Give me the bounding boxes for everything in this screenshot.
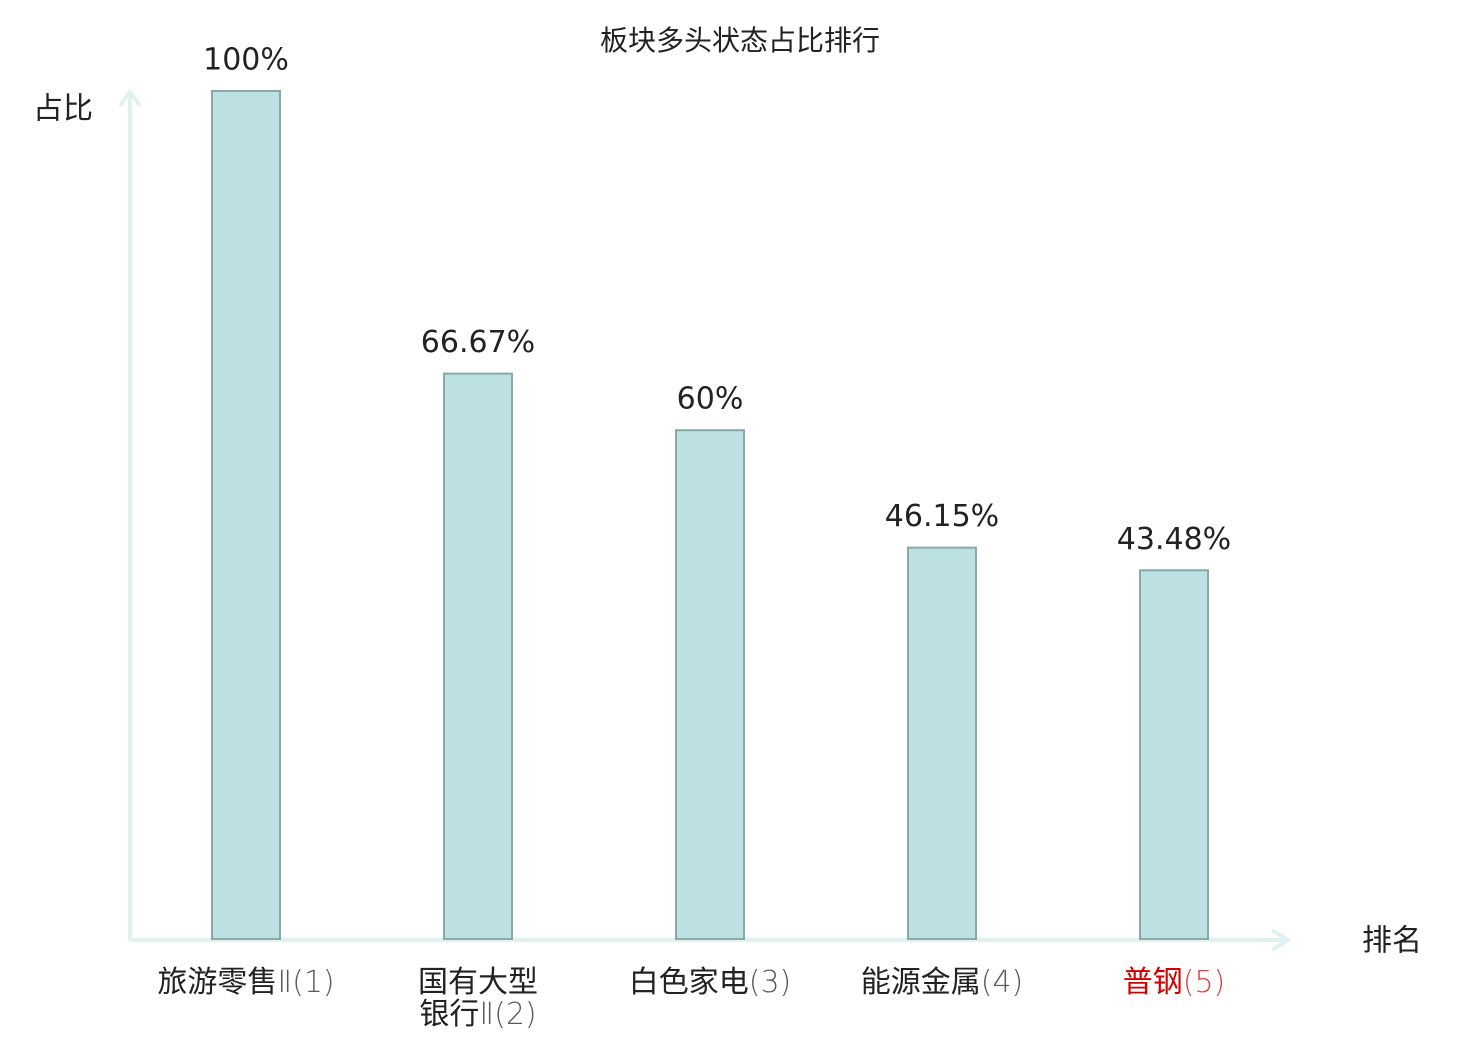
value-label: 60%	[677, 382, 744, 417]
bar	[907, 546, 977, 940]
x-tick-label: 国有大型银行Ⅱ(2)	[418, 965, 538, 1032]
value-label: 46.15%	[885, 499, 999, 534]
bar	[211, 90, 281, 940]
chart-title: 板块多头状态占比排行	[600, 24, 880, 57]
x-tick-label: 旅游零售Ⅱ(1)	[157, 965, 334, 1000]
y-axis-label: 占比	[33, 92, 93, 127]
x-tick-label: 白色家电(3)	[629, 965, 792, 1000]
value-label: 66.67%	[421, 325, 535, 360]
bar	[1139, 569, 1209, 940]
bar	[675, 429, 745, 940]
x-tick-label: 普钢(5)	[1123, 965, 1226, 1000]
axes	[118, 88, 1292, 952]
x-tick-label: 能源金属(4)	[861, 965, 1024, 1000]
x-axis-arrow	[1270, 928, 1292, 952]
x-axis-label: 排名	[1362, 924, 1422, 959]
value-label: 43.48%	[1117, 522, 1231, 557]
bar	[443, 372, 513, 940]
value-label: 100%	[203, 43, 289, 78]
y-axis-arrow	[118, 88, 142, 108]
